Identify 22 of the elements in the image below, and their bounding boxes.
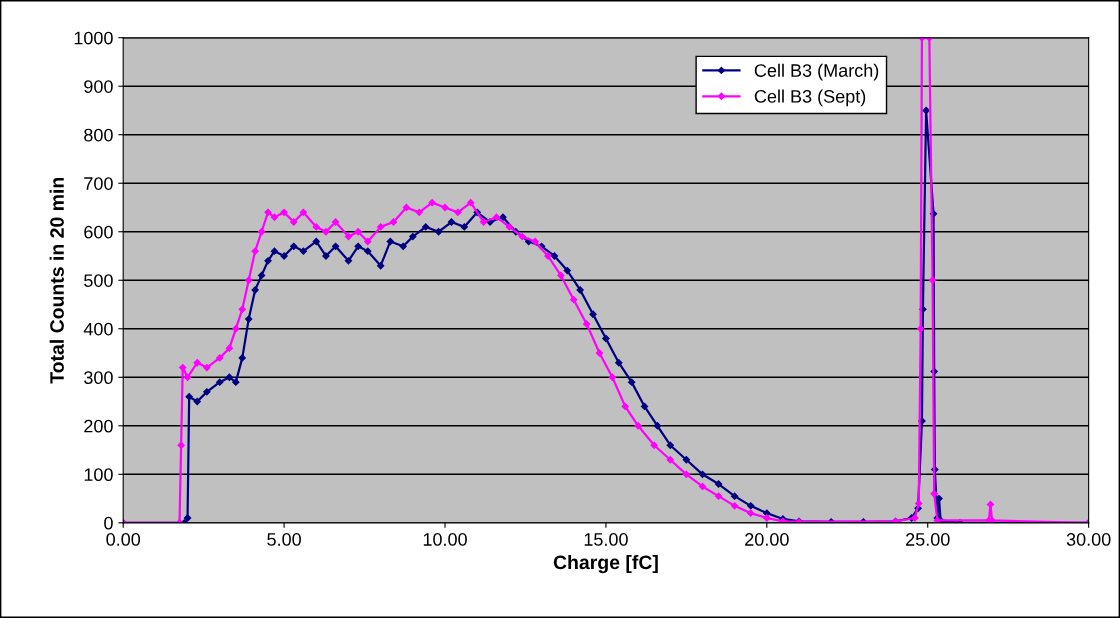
y-tick-label: 400 [83,322,113,336]
y-tick-label: 1000 [74,31,113,45]
legend-label: Cell B3 (March) [754,63,879,81]
x-tick-label: 5.00 [267,533,301,546]
x-tick-label: 30.00 [1066,533,1111,546]
y-tick-label: 200 [84,419,113,433]
y-axis-title: Total Counts in 20 min [49,177,64,384]
y-tick-label: 100 [84,468,113,482]
x-tick-label: 25.00 [906,533,950,546]
y-tick-label: 0 [104,516,113,530]
y-tick-label: 300 [84,371,113,385]
y-tick-label: 500 [84,274,113,287]
y-tick-label: 800 [84,128,113,142]
y-tick-label: 900 [84,80,113,93]
x-axis-title: Charge [fC] [553,554,658,574]
x-tick-label: 15.00 [584,533,628,546]
y-tick-label: 600 [84,225,113,239]
x-tick-label: 0.00 [106,533,141,546]
legend-label: Cell B3 (Sept) [754,89,866,107]
x-tick-label: 20.00 [745,533,789,546]
x-tick-label: 10.00 [423,533,467,546]
y-tick-label: 700 [84,177,113,190]
